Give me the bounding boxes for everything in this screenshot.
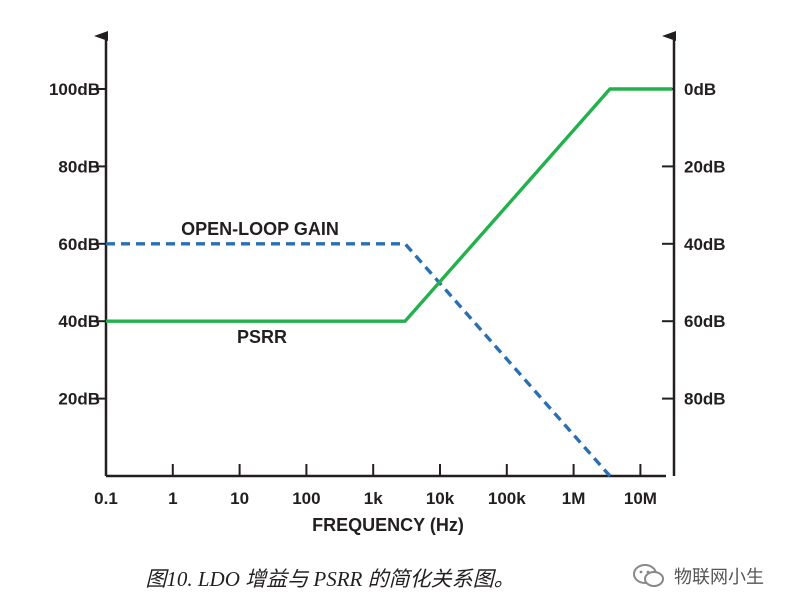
y-right-tick-label: 80dB: [684, 390, 726, 409]
y-right-tick-label: 0dB: [684, 80, 716, 99]
y-right-tick-label: 40dB: [684, 235, 726, 254]
y-right-tick-label: 20dB: [684, 157, 726, 176]
series-label-open-loop-gain: OPEN-LOOP GAIN: [181, 219, 339, 239]
x-tick-label: 100k: [488, 489, 526, 508]
series-line-open-loop-gain: [106, 242, 612, 478]
x-tick-label: 1: [168, 489, 177, 508]
x-tick-label: 1k: [364, 489, 383, 508]
figure-caption: 图10. LDO 增益与 PSRR 的简化关系图。: [145, 567, 515, 591]
y-left-tick-label: 100dB: [49, 80, 100, 99]
x-tick-label: 0.1: [94, 489, 118, 508]
y-left-tick-label: 60dB: [58, 235, 100, 254]
x-tick-label: 10M: [624, 489, 657, 508]
watermark: 物联网小生: [632, 563, 764, 589]
series-line-psrr: [106, 87, 673, 323]
x-axis-title: FREQUENCY (Hz): [312, 515, 464, 535]
watermark-text: 物联网小生: [674, 567, 764, 587]
x-tick-label: 100: [292, 489, 320, 508]
y-right-tick-label: 60dB: [684, 312, 726, 331]
wechat-icon: [633, 564, 664, 587]
y-left-tick-label: 20dB: [58, 390, 100, 409]
x-tick-label: 1M: [562, 489, 586, 508]
series-label-psrr: PSRR: [237, 327, 287, 347]
y-left-tick-label: 80dB: [58, 157, 100, 176]
y-left-tick-label: 40dB: [58, 312, 100, 331]
x-tick-label: 10: [230, 489, 249, 508]
x-tick-label: 10k: [426, 489, 455, 508]
